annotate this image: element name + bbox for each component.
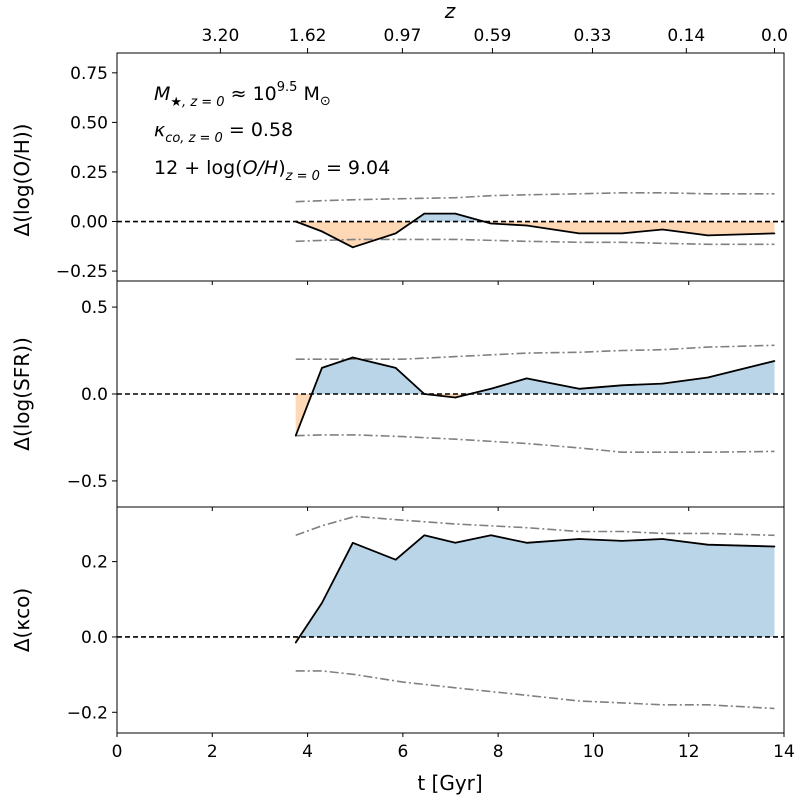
data-point: [490, 388, 492, 390]
data-point: [621, 232, 623, 235]
top-tick-label: 1.62: [289, 26, 327, 46]
ylabel-sfr: Δ(log(SFR)): [10, 337, 34, 450]
data-point: [707, 543, 709, 546]
x-tick-label: 14: [773, 742, 795, 762]
top-tick-label: 3.20: [201, 26, 239, 46]
top-redshift-axis: 3.20 1.62 0.97 0.59 0.33 0.14 0.0: [201, 26, 788, 53]
top-tick-label: 0.0: [761, 26, 788, 46]
y-tick-label: 0.2: [81, 553, 108, 573]
panel-kappa: −0.2 0.0 0.2: [67, 506, 785, 737]
x-tick-label: 6: [397, 742, 408, 762]
data-point: [578, 232, 580, 235]
panel-frame: [116, 506, 785, 734]
fill-positive: [311, 357, 425, 394]
data-point: [321, 367, 323, 369]
panel-sfr: −0.5 0.0 0.5: [67, 280, 785, 511]
x-axis-label: t [Gyr]: [417, 771, 482, 795]
y-tick-label: 0.0: [81, 628, 108, 648]
y-tick-label: −0.5: [67, 472, 108, 492]
envelope-lower: [295, 238, 775, 246]
panel-metallicity: −0.25 0.00 0.25 0.50 0.75: [56, 52, 785, 285]
top-tick-label: 0.33: [574, 26, 612, 46]
fill-positive: [412, 213, 484, 222]
data-point: [394, 558, 397, 561]
annotation-stellar-mass: M★, z = 0 ≈ 109.5 M⊙: [154, 80, 331, 110]
ylabel-kappa: Δ(κco): [10, 588, 34, 652]
data-point: [454, 542, 457, 544]
ylabel-metallicity: Δ(log(O/H)): [10, 124, 34, 237]
data-point: [321, 230, 323, 233]
fill-positive: [299, 535, 775, 637]
x-tick-label: 0: [112, 742, 123, 762]
data-point: [773, 232, 776, 235]
y-tick-label: 0.5: [81, 298, 108, 318]
y-tick-label: 0.0: [81, 385, 108, 405]
data-point: [525, 377, 528, 380]
annotation-metallicity: 12 + log(O/H)z = 0 = 9.04: [154, 157, 390, 184]
data-point: [352, 246, 354, 249]
bottom-time-axis: 0 2 4 6 8 10 12 14: [112, 742, 795, 762]
data-point: [490, 534, 492, 537]
fill-positive: [469, 361, 775, 394]
top-axis-label: z: [444, 0, 456, 23]
data-point: [352, 542, 354, 544]
data-point: [661, 228, 664, 231]
x-tick-label: 2: [207, 742, 218, 762]
data-point: [661, 538, 664, 540]
envelope-lower: [295, 434, 775, 453]
top-tick-label: 0.59: [473, 26, 511, 46]
data-point: [578, 538, 580, 540]
data-point: [773, 360, 776, 362]
data-point: [490, 222, 492, 225]
data-point: [578, 388, 580, 390]
data-point: [707, 234, 709, 237]
data-point: [454, 212, 457, 215]
data-point: [321, 602, 323, 604]
y-tick-label: 0.00: [70, 213, 108, 233]
data-point: [423, 534, 426, 537]
data-point: [294, 641, 297, 644]
data-point: [352, 356, 354, 359]
data-point: [423, 393, 426, 395]
y-tick-label: −0.2: [67, 703, 108, 723]
data-point: [621, 384, 623, 387]
x-tick-label: 4: [302, 742, 313, 762]
annotation-kappa: κco, z = 0 = 0.58: [154, 119, 293, 146]
data-point: [394, 232, 397, 235]
y-tick-label: 0.50: [70, 113, 108, 133]
envelope-upper: [295, 192, 775, 203]
envelope-upper: [295, 344, 775, 360]
fill-negative: [483, 221, 775, 236]
x-tick-label: 8: [493, 742, 504, 762]
y-tick-label: 0.75: [70, 64, 108, 84]
data-point: [423, 212, 426, 215]
top-tick-label: 0.97: [383, 26, 421, 46]
y-tick-label: 0.25: [70, 163, 108, 183]
envelope-lower: [295, 670, 775, 710]
data-point: [394, 367, 397, 369]
x-tick-label: 12: [678, 742, 700, 762]
data-point: [621, 540, 623, 542]
data-point: [707, 376, 709, 379]
y-tick-label: −0.25: [56, 262, 108, 282]
data-point: [525, 224, 528, 227]
data-point: [773, 545, 776, 548]
envelope-upper: [295, 515, 775, 537]
data-point: [294, 220, 297, 223]
data-point: [525, 542, 528, 544]
top-tick-label: 0.14: [667, 26, 705, 46]
data-point: [661, 382, 664, 385]
fill-negative: [295, 221, 413, 248]
x-tick-label: 10: [583, 742, 605, 762]
data-point: [454, 396, 457, 399]
data-point: [294, 434, 297, 437]
x-axis-label-text: t [Gyr]: [417, 771, 482, 795]
